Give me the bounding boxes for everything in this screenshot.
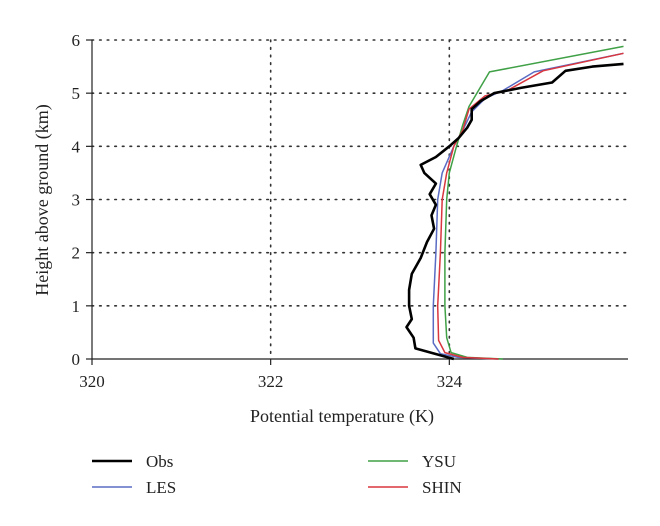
legend-label: SHIN: [422, 478, 462, 497]
legend: Obs LES YSU SHIN: [92, 452, 462, 497]
series-line-ysu: [444, 45, 624, 360]
series-lines: [405, 45, 624, 361]
axes: [86, 39, 628, 365]
y-tick-label: 4: [72, 137, 81, 156]
legend-label: Obs: [146, 452, 173, 471]
x-axis-label: Potential temperature (K): [250, 406, 434, 427]
legend-item-obs: Obs: [92, 452, 173, 471]
y-tick-label: 6: [72, 31, 81, 50]
legend-item-ysu: YSU: [368, 452, 456, 471]
legend-label: LES: [146, 478, 176, 497]
series-line-les: [432, 52, 624, 360]
y-tick-label: 5: [72, 84, 81, 103]
y-tick-label: 0: [72, 350, 81, 369]
y-tick-label: 1: [72, 297, 81, 316]
series-line-obs: [405, 62, 624, 361]
tick-labels: 0 1 2 3 4 5 6 320 322 324: [72, 31, 463, 391]
legend-item-les: LES: [92, 478, 176, 497]
x-tick-label: 322: [258, 372, 284, 391]
grid: [91, 39, 629, 360]
series-line-shin: [436, 52, 624, 360]
legend-label: YSU: [422, 452, 456, 471]
y-tick-label: 3: [72, 191, 81, 210]
x-tick-label: 324: [437, 372, 463, 391]
legend-item-shin: SHIN: [368, 478, 462, 497]
y-axis-label: Height above ground (km): [32, 104, 53, 295]
x-tick-label: 320: [79, 372, 105, 391]
y-tick-label: 2: [72, 244, 81, 263]
